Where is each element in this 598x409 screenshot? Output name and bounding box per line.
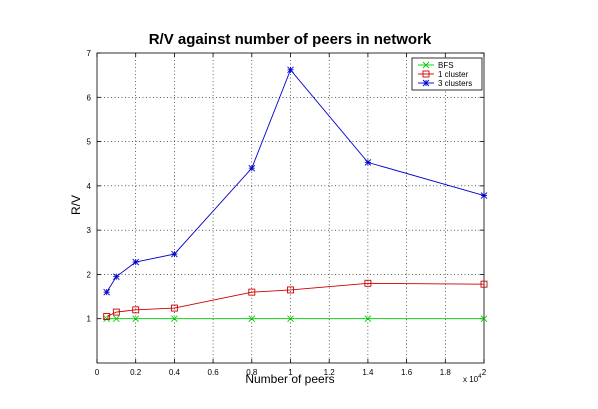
chart-title: R/V against number of peers in network — [149, 31, 432, 48]
series-line-3 — [106, 68, 485, 293]
data-point — [132, 258, 140, 266]
axes: 0 0.2 0.4 0.6 0.8 1 1.2 1.4 1.6 1.8 2 1 2 3 4 5 6 7 — [87, 49, 487, 377]
data-point — [287, 66, 294, 74]
x-tick-label: 1.8 — [440, 368, 452, 377]
series-line-2 — [106, 282, 485, 317]
legend-label: 1 cluster — [438, 70, 469, 79]
data-point — [171, 315, 178, 323]
y-tick-label: 5 — [87, 138, 92, 147]
y-axis-label: R/V — [69, 195, 83, 215]
data-point — [103, 288, 110, 296]
x-tick-label: 1.4 — [362, 368, 374, 377]
data-point — [287, 315, 294, 323]
legend-box — [411, 57, 483, 91]
data-point — [170, 304, 178, 312]
legend-marker — [422, 70, 430, 78]
legend-label: BFS — [438, 61, 454, 70]
x-tick-label: 0.8 — [246, 368, 258, 377]
data-point — [171, 250, 178, 258]
data-point — [248, 288, 256, 296]
x-tick-label: 0.4 — [169, 368, 181, 377]
data-point — [364, 159, 372, 166]
y-tick-label: 4 — [87, 182, 92, 191]
legend-marker — [422, 79, 430, 87]
legend-marker — [422, 61, 430, 69]
x-tick-label: 0 — [95, 368, 100, 377]
data-point — [480, 280, 488, 288]
data-point — [364, 315, 372, 323]
x-tick-label: 1.2 — [324, 368, 336, 377]
data-point — [112, 308, 120, 316]
y-tick-label: 2 — [87, 270, 92, 279]
x-tick-label: 0.2 — [130, 368, 142, 377]
x-tick-label: 1.6 — [401, 368, 413, 377]
data-point — [480, 315, 488, 323]
data-point — [248, 315, 256, 323]
data-point — [364, 279, 372, 287]
data-point — [480, 192, 488, 199]
y-tick-label: 6 — [87, 93, 92, 102]
data-point — [132, 306, 140, 314]
data-point — [113, 315, 120, 323]
data-point — [287, 286, 294, 294]
x-tick-label: 1 — [288, 368, 293, 377]
data-point — [113, 273, 120, 280]
x-multiplier-label: x 104 — [463, 374, 482, 384]
legend-label: 3 clusters — [438, 79, 472, 88]
y-tick-label: 7 — [87, 49, 92, 58]
data-point — [103, 315, 110, 323]
y-tick-label: 1 — [87, 315, 92, 324]
data-point — [248, 164, 256, 172]
x-tick-label: 0.6 — [208, 368, 220, 377]
data-point — [132, 315, 140, 323]
x-tick-label: 2 — [482, 368, 487, 377]
y-tick-label: 3 — [87, 226, 92, 235]
data-point — [103, 313, 111, 320]
x-axis-label: Number of peers — [245, 372, 334, 386]
series-lines — [103, 66, 488, 323]
grid-lines — [97, 53, 484, 363]
